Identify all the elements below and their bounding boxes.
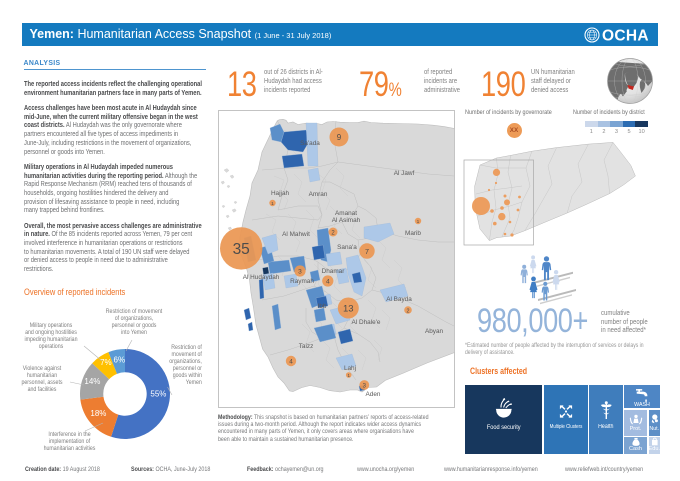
svg-text:Abyan: Abyan — [425, 328, 444, 335]
svg-text:Lahj: Lahj — [344, 365, 356, 372]
svg-text:1: 1 — [271, 201, 274, 207]
svg-text:Ibb: Ibb — [318, 303, 327, 310]
svg-text:14%: 14% — [84, 376, 100, 385]
svg-text:6%: 6% — [113, 355, 125, 364]
svg-text:Al Asimah: Al Asimah — [332, 217, 361, 224]
svg-text:Al Bayda: Al Bayda — [386, 296, 412, 303]
svg-text:Raymah: Raymah — [290, 278, 314, 285]
svg-text:Al Jawf: Al Jawf — [394, 170, 415, 177]
svg-text:4: 4 — [326, 279, 330, 286]
svg-text:Hajjah: Hajjah — [271, 190, 290, 197]
svg-text:Amran: Amran — [309, 191, 328, 198]
svg-text:Aden: Aden — [366, 391, 381, 398]
svg-text:4: 4 — [289, 358, 293, 365]
svg-text:7%: 7% — [100, 358, 112, 367]
svg-text:3: 3 — [298, 269, 302, 276]
svg-text:2: 2 — [331, 231, 335, 237]
svg-text:55%: 55% — [150, 389, 166, 398]
svg-text:35: 35 — [233, 241, 250, 258]
svg-text:Sa'ada: Sa'ada — [300, 140, 320, 147]
svg-text:1: 1 — [417, 219, 420, 225]
svg-text:Sana'a: Sana'a — [337, 244, 357, 251]
svg-text:Al Dhale'e: Al Dhale'e — [352, 319, 381, 326]
svg-text:Amanat: Amanat — [335, 210, 357, 217]
svg-text:9: 9 — [337, 133, 342, 142]
svg-text:13: 13 — [343, 304, 354, 315]
svg-text:2: 2 — [407, 308, 410, 314]
svg-text:Marib: Marib — [405, 230, 421, 237]
svg-text:Taizz: Taizz — [299, 343, 314, 350]
svg-text:1: 1 — [347, 373, 350, 378]
svg-text:OCHA: OCHA — [602, 27, 649, 44]
svg-text:Al Mahwit: Al Mahwit — [282, 231, 310, 238]
svg-text:Dhamar: Dhamar — [322, 268, 346, 275]
svg-text:Al Hudaydah: Al Hudaydah — [243, 274, 280, 281]
svg-text:7: 7 — [365, 247, 369, 256]
svg-text:18%: 18% — [90, 409, 106, 418]
svg-text:3: 3 — [363, 383, 367, 389]
